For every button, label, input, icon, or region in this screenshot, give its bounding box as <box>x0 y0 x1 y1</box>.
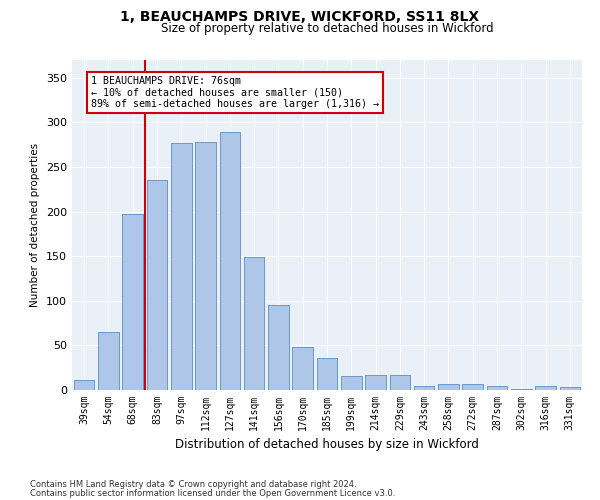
Bar <box>195 142 216 390</box>
Bar <box>389 375 410 390</box>
Text: Contains public sector information licensed under the Open Government Licence v3: Contains public sector information licen… <box>30 488 395 498</box>
Bar <box>244 257 265 390</box>
Bar <box>341 376 362 390</box>
Text: 1 BEAUCHAMPS DRIVE: 76sqm
← 10% of detached houses are smaller (150)
89% of semi: 1 BEAUCHAMPS DRIVE: 76sqm ← 10% of detac… <box>91 76 379 110</box>
Bar <box>487 386 508 390</box>
Bar <box>560 388 580 390</box>
Bar <box>535 386 556 390</box>
Bar <box>171 143 191 390</box>
Y-axis label: Number of detached properties: Number of detached properties <box>31 143 40 307</box>
Bar <box>438 384 459 390</box>
Bar <box>98 332 119 390</box>
Bar <box>292 347 313 390</box>
Bar <box>74 380 94 390</box>
Text: 1, BEAUCHAMPS DRIVE, WICKFORD, SS11 8LX: 1, BEAUCHAMPS DRIVE, WICKFORD, SS11 8LX <box>121 10 479 24</box>
Bar <box>122 214 143 390</box>
Bar <box>463 384 483 390</box>
Title: Size of property relative to detached houses in Wickford: Size of property relative to detached ho… <box>161 22 493 35</box>
Bar <box>365 375 386 390</box>
Bar <box>268 306 289 390</box>
Bar <box>317 358 337 390</box>
X-axis label: Distribution of detached houses by size in Wickford: Distribution of detached houses by size … <box>175 438 479 452</box>
Bar <box>414 386 434 390</box>
Text: Contains HM Land Registry data © Crown copyright and database right 2024.: Contains HM Land Registry data © Crown c… <box>30 480 356 489</box>
Bar <box>146 180 167 390</box>
Bar <box>220 132 240 390</box>
Bar <box>511 389 532 390</box>
